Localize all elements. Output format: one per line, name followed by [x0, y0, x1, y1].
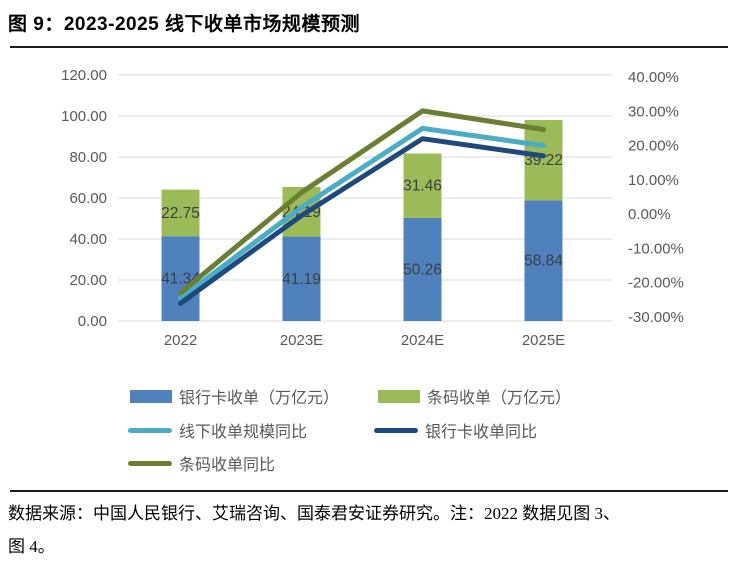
y-axis-left-tick: 120.00: [61, 67, 107, 84]
source-note-line2: 图 4。: [8, 537, 55, 556]
y-axis-right-tick: -10.00%: [628, 240, 684, 257]
y-axis-left-tick: 40.00: [69, 231, 107, 248]
legend-item-barcode-bar: 条码收单（万亿元）: [378, 384, 571, 408]
y-axis-right-tick: -30.00%: [628, 309, 684, 326]
legend-item-bankcard-yoy: 银行卡收单同比: [374, 418, 537, 442]
bar-segment: [403, 217, 442, 321]
y-axis-right-tick: 40.00%: [628, 69, 679, 86]
bar-segment: [161, 189, 200, 237]
barcode-yoy-line-swatch-icon: [128, 460, 172, 466]
y-axis-left-tick: 100.00: [61, 108, 107, 125]
barcode-bar-swatch-icon: [378, 389, 420, 403]
y-axis-right-tick: 0.00%: [628, 206, 671, 223]
bar-segment: [524, 119, 563, 201]
y-axis-left-tick: 60.00: [69, 190, 107, 207]
bankcard-yoy-line-swatch-icon: [374, 427, 418, 433]
y-axis-right-tick: -20.00%: [628, 275, 684, 292]
title-underline: [10, 46, 728, 48]
legend-label: 条码收单同比: [179, 457, 276, 474]
legend-item-barcode-yoy: 条码收单同比: [128, 451, 275, 475]
x-axis-label: 2022: [164, 332, 197, 349]
legend-label: 银行卡收单（万亿元）: [179, 390, 340, 407]
yoy-line-series: [178, 125, 546, 301]
x-axis-label: 2024E: [401, 332, 444, 349]
bar-data-label: 50.26: [403, 261, 442, 278]
bar-data-label: 58.84: [524, 253, 563, 270]
bar-segment: [282, 236, 321, 321]
y-axis-right-tick: 10.00%: [628, 172, 679, 189]
legend-label: 银行卡收单同比: [425, 424, 538, 441]
figure-title: 图 9：2023-2025 线下收单市场规模预测: [8, 14, 360, 35]
y-axis-right-tick: 20.00%: [628, 138, 679, 155]
legend-label: 条码收单（万亿元）: [427, 390, 572, 407]
source-note: 数据来源：中国人民银行、艾瑞咨询、国泰君安证券研究。注：2022 数据见图 3、…: [8, 497, 734, 563]
y-axis-left-tick: 0.00: [78, 313, 107, 330]
y-axis-left-tick: 80.00: [69, 149, 107, 166]
bankcard-bar-swatch-icon: [130, 389, 172, 403]
y-axis-right-tick: 30.00%: [628, 103, 679, 120]
y-axis-left-tick: 20.00: [69, 272, 107, 289]
offline-yoy-line-swatch-icon: [128, 427, 172, 433]
bar-segment: [161, 236, 200, 321]
yoy-line-series: [178, 108, 546, 296]
x-axis-label: 2023E: [280, 332, 323, 349]
bar-data-label: 22.75: [161, 205, 200, 222]
chart-canvas: 120.00 100.00 80.00 60.00 40.00 20.00 0.00 40.0…: [61, 67, 684, 349]
source-note-line1: 数据来源：中国人民银行、艾瑞咨询、国泰君安证券研究。注：2022 数据见图 3、: [8, 504, 620, 523]
yoy-line-series: [178, 136, 546, 306]
bar-data-label: 31.46: [403, 178, 442, 195]
bar-segment: [524, 200, 563, 321]
legend-item-bankcard-bar: 银行卡收单（万亿元）: [130, 384, 339, 408]
bar-segment: [403, 153, 442, 218]
x-axis-label: 2025E: [522, 332, 565, 349]
legend-label: 线下收单规模同比: [179, 424, 308, 441]
legend-item-offline-yoy: 线下收单规模同比: [128, 418, 307, 442]
bar-data-label: 41.19: [282, 271, 321, 288]
footer-divider: [10, 490, 728, 492]
